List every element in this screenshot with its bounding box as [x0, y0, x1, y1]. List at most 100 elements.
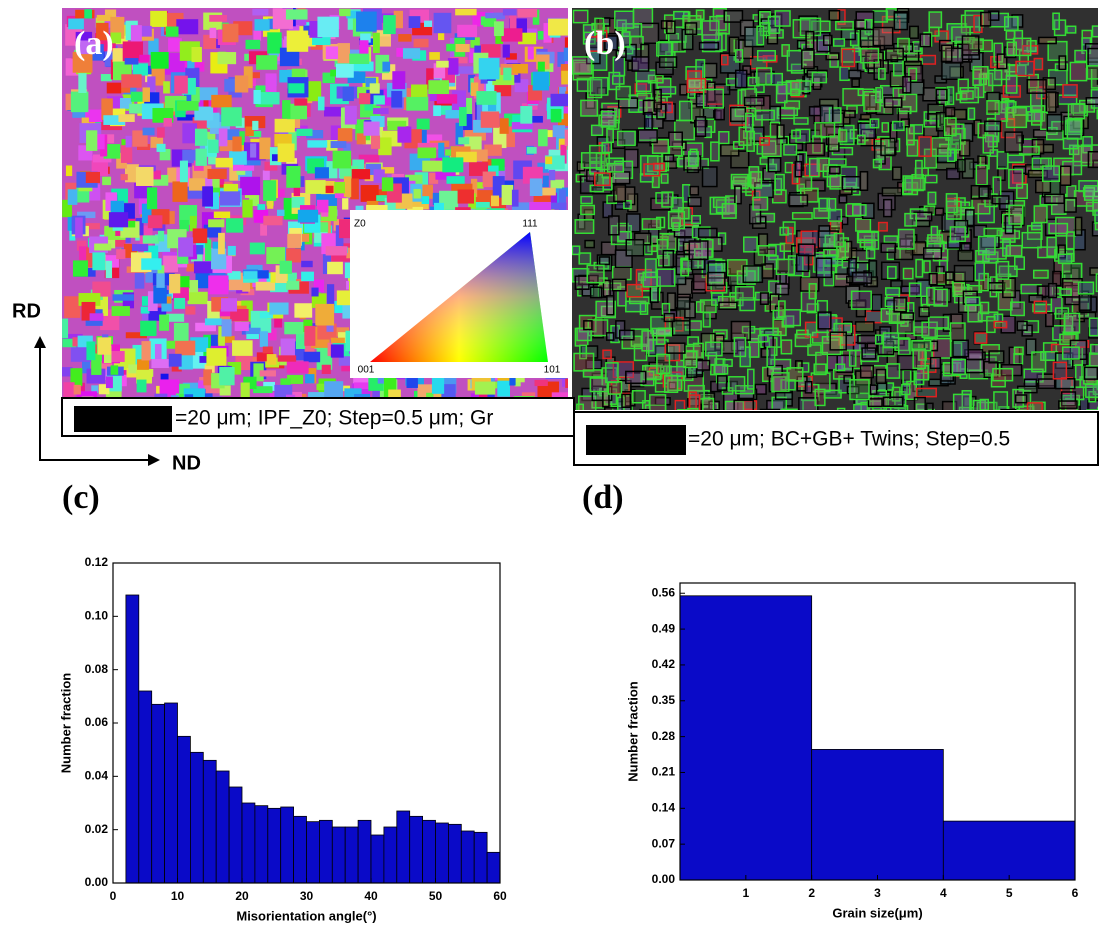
boundary	[761, 263, 774, 279]
grain	[317, 96, 325, 111]
grain	[377, 374, 384, 384]
boundary	[889, 122, 898, 143]
grain	[136, 379, 147, 393]
boundary	[718, 301, 738, 310]
grain	[265, 73, 277, 92]
boundary	[686, 365, 698, 378]
boundary	[1031, 351, 1047, 373]
grain	[377, 167, 395, 174]
boundary	[877, 221, 888, 232]
boundary	[595, 300, 617, 319]
grain	[534, 379, 548, 387]
grain	[195, 322, 216, 332]
boundary	[751, 190, 761, 201]
grain	[140, 306, 150, 314]
boundary	[852, 341, 867, 358]
boundary	[759, 11, 771, 33]
boundary	[649, 394, 667, 410]
grain	[458, 137, 470, 145]
grain	[263, 215, 283, 226]
boundary	[913, 396, 926, 410]
boundary	[806, 303, 820, 314]
grain	[426, 392, 434, 398]
grain	[527, 46, 534, 60]
boundary	[1094, 221, 1098, 231]
boundary	[919, 33, 932, 48]
boundary	[1027, 169, 1048, 179]
x-tick-label: 1	[742, 886, 749, 900]
boundary	[951, 26, 971, 43]
boundary	[695, 9, 705, 21]
grain	[305, 180, 326, 194]
grain	[330, 344, 344, 358]
redaction	[74, 406, 172, 432]
boundary	[871, 138, 885, 151]
grain	[219, 375, 231, 396]
grain	[183, 90, 192, 102]
boundary	[1000, 315, 1016, 334]
boundary	[728, 36, 740, 56]
boundary	[1044, 218, 1058, 237]
grain	[537, 61, 545, 72]
grain	[560, 144, 567, 164]
boundary	[868, 260, 878, 282]
grain	[294, 98, 308, 106]
boundary	[918, 306, 930, 318]
boundary	[900, 118, 910, 128]
grain	[242, 199, 253, 218]
boundary	[812, 135, 823, 154]
boundary	[1042, 165, 1061, 183]
boundary	[777, 300, 786, 318]
boundary	[891, 386, 901, 402]
boundary	[859, 364, 874, 379]
boundary	[866, 341, 878, 352]
grain	[86, 341, 96, 361]
boundary	[671, 320, 691, 337]
grain	[307, 140, 328, 148]
boundary	[707, 261, 728, 279]
boundary	[1003, 16, 1019, 31]
grain	[366, 204, 388, 215]
grain	[476, 91, 497, 105]
boundary	[720, 340, 739, 355]
grain	[499, 118, 509, 134]
grain	[282, 100, 291, 119]
grain	[150, 51, 169, 69]
boundary	[579, 344, 588, 360]
boundary	[967, 107, 976, 121]
boundary	[1046, 113, 1063, 132]
grain	[219, 191, 240, 206]
grain	[203, 224, 222, 238]
boundary	[603, 388, 618, 405]
boundary	[880, 242, 897, 254]
grain	[147, 76, 156, 98]
grain	[150, 136, 164, 148]
boundary	[1046, 236, 1057, 257]
grain	[314, 167, 329, 179]
boundary	[661, 309, 682, 321]
grain	[275, 265, 287, 284]
bar	[942, 820, 1076, 881]
boundary	[684, 22, 698, 36]
grain	[284, 321, 305, 335]
boundary	[768, 280, 782, 297]
boundary	[794, 142, 804, 151]
boundary	[869, 384, 878, 395]
y-tick-label: 0.08	[85, 662, 109, 676]
grain	[436, 94, 458, 104]
boundary	[651, 288, 661, 302]
grain	[89, 313, 104, 321]
boundary	[991, 195, 1010, 205]
boundary	[699, 299, 717, 314]
boundary	[869, 118, 880, 129]
boundary	[617, 97, 639, 109]
boundary	[957, 249, 974, 262]
grain	[518, 32, 537, 45]
boundary	[726, 259, 748, 277]
grain	[92, 154, 112, 163]
boundary	[607, 380, 623, 395]
boundary	[663, 154, 675, 163]
boundary	[996, 53, 1008, 70]
boundary	[1054, 352, 1074, 369]
grain	[183, 388, 205, 398]
